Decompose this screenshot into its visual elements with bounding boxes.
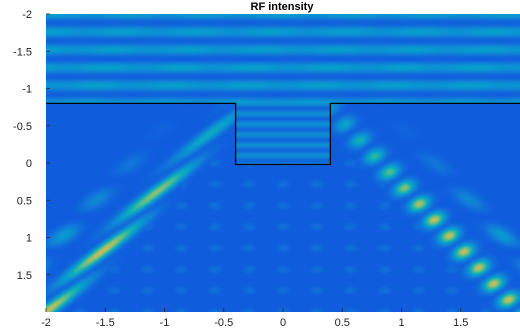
chart-title: RF intensity (251, 1, 315, 13)
x-tick-label: 1 (398, 317, 404, 329)
y-tick-label: -2 (22, 9, 32, 21)
x-tick-label: 0 (280, 317, 286, 329)
x-tick-label: 0.5 (335, 317, 350, 329)
x-tick-label: -2 (41, 317, 51, 329)
y-tick-label: 0.5 (17, 195, 32, 207)
boundary-line (46, 102, 520, 166)
y-tick-label: -1 (22, 84, 32, 96)
y-tick-label: 1 (26, 233, 32, 245)
intensity-heatmap (46, 14, 520, 312)
x-tick-label: -1.5 (96, 317, 115, 329)
x-tick-label: -0.5 (214, 317, 233, 329)
y-tick-label: 0 (26, 158, 32, 170)
x-tick-label: 1.5 (453, 317, 468, 329)
y-tick-label: 1.5 (17, 270, 32, 282)
x-tick-label: -1 (160, 317, 170, 329)
heatmap-plot-area (46, 14, 520, 312)
y-tick-label: -1.5 (13, 46, 32, 58)
y-tick-label: -0.5 (13, 121, 32, 133)
